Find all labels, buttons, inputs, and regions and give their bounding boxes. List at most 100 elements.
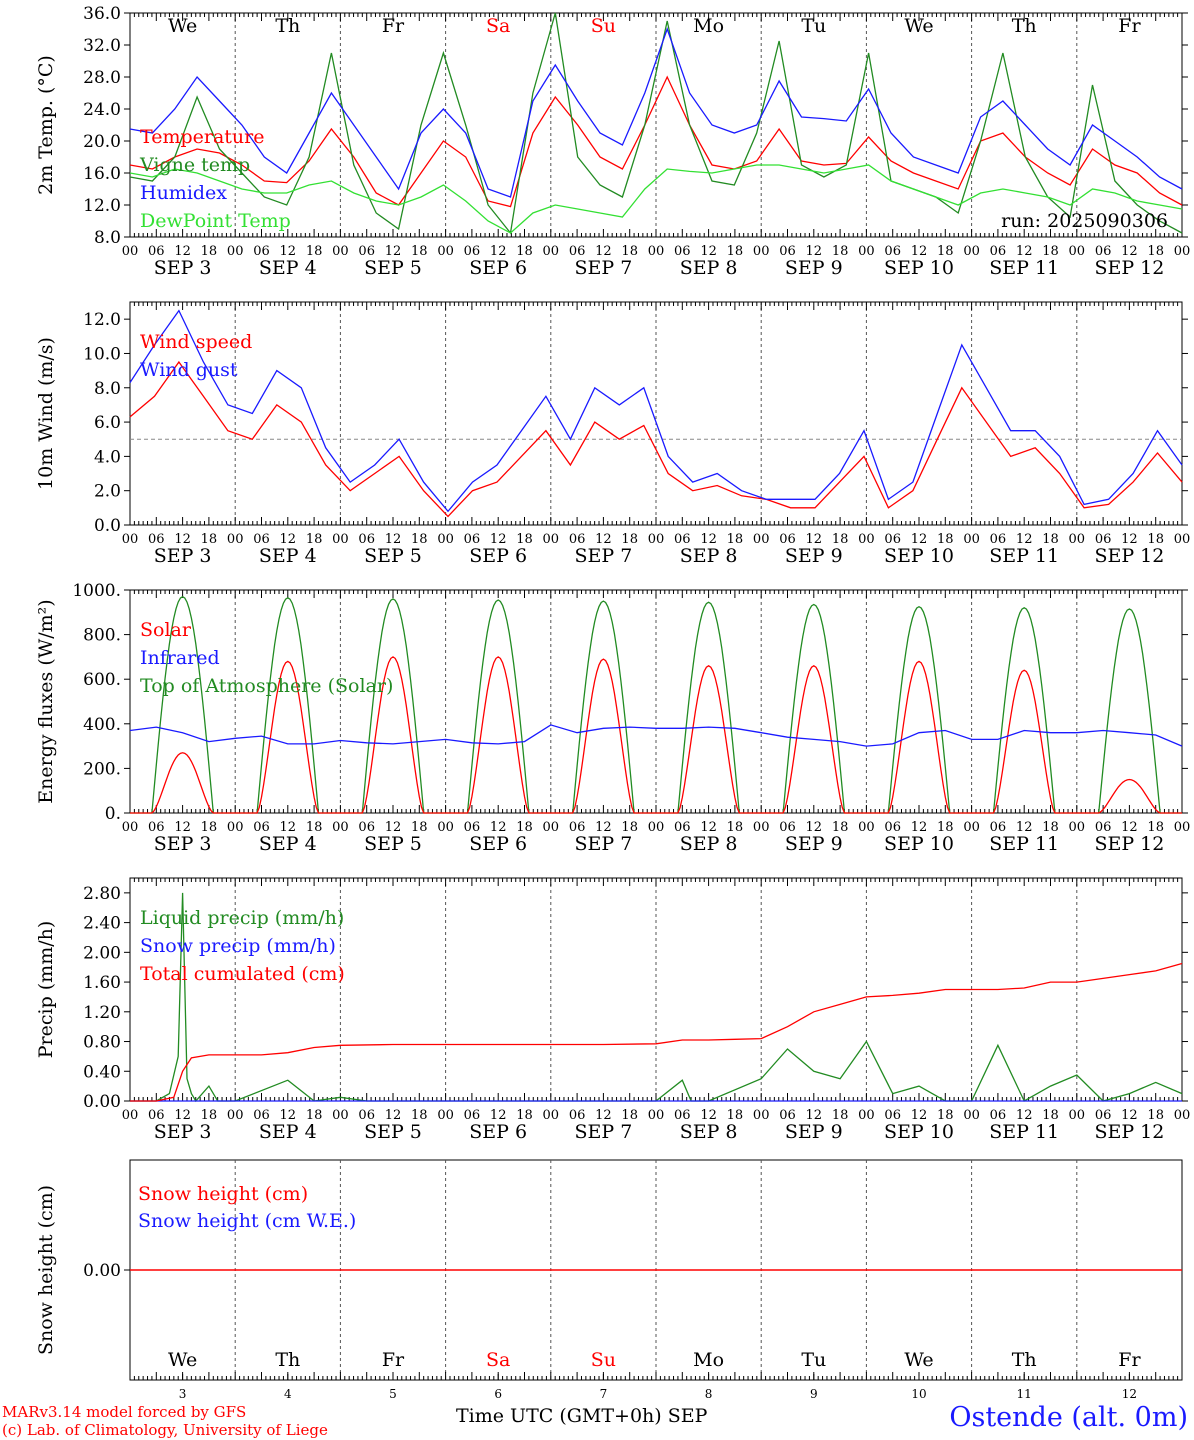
hour-tick-label: 12 [1016,532,1033,547]
hour-tick-label: 12 [385,1108,402,1123]
day-number-label: 6 [494,1387,502,1401]
date-label: SEP 12 [1094,257,1164,279]
hour-tick-label: 12 [595,820,612,835]
y-tick-label: 1.20 [83,1003,121,1023]
date-label: SEP 10 [884,545,954,567]
hour-tick-label: 06 [884,532,901,547]
series-line-wind [129,360,1183,518]
legend-entry: Infrared [140,647,220,669]
hour-tick-label: 12 [280,532,297,547]
date-label: SEP 3 [154,545,212,567]
hour-tick-label: 06 [464,820,481,835]
hour-tick-label: 06 [464,1108,481,1123]
hour-tick-label: 00 [963,244,980,259]
hour-tick-label: 06 [990,820,1007,835]
date-label: SEP 10 [884,257,954,279]
series-line-precip [130,962,1183,1102]
series-line-temperature [129,27,1183,198]
hour-tick-label: 18 [201,1108,218,1123]
hour-tick-label: 12 [595,244,612,259]
legend-entry: Snow height (cm) [138,1183,308,1205]
hour-tick-label: 12 [911,532,928,547]
hour-tick-label: 18 [306,1108,323,1123]
hour-tick-label: 00 [332,1108,349,1123]
y-tick-label: 2.40 [83,914,121,934]
hour-tick-label: 18 [516,244,533,259]
hour-tick-label: 00 [753,1108,770,1123]
hour-tick-label: 06 [884,1108,901,1123]
date-label: SEP 3 [154,1121,212,1143]
date-label: SEP 9 [785,833,843,855]
hour-tick-label: 12 [700,1108,717,1123]
run-label: run: 2025090306 [1001,210,1168,232]
hour-tick-label: 06 [990,1108,1007,1123]
hour-tick-label: 00 [1174,244,1191,259]
y-tick-label: 4.0 [94,447,121,467]
day-number-label: 9 [810,1387,818,1401]
hour-tick-label: 06 [358,1108,375,1123]
day-number-label: 11 [1017,1387,1032,1401]
hour-tick-label: 18 [832,532,849,547]
date-label: SEP 4 [259,1121,317,1143]
hour-tick-label: 00 [227,820,244,835]
y-tick-label: 36.0 [83,4,121,24]
hour-tick-label: 12 [700,820,717,835]
date-label: SEP 3 [154,833,212,855]
hour-tick-label: 00 [122,244,139,259]
weekday-label: Mo [693,1349,724,1371]
y-tick-label: 28.0 [83,68,121,88]
hour-tick-label: 12 [280,1108,297,1123]
hour-tick-label: 18 [1042,532,1059,547]
hour-tick-label: 06 [884,244,901,259]
hour-tick-label: 18 [516,532,533,547]
weekday-label: Tu [801,15,826,37]
weekday-label: Tu [801,1349,826,1371]
hour-tick-label: 18 [727,532,744,547]
hour-tick-label: 18 [411,244,428,259]
hour-tick-label: 00 [648,532,665,547]
hour-tick-label: 00 [122,820,139,835]
date-label: SEP 9 [785,1121,843,1143]
hour-tick-label: 12 [1121,820,1138,835]
hour-tick-label: 18 [937,532,954,547]
y-tick-label: 0.40 [83,1062,121,1082]
hour-tick-label: 00 [648,1108,665,1123]
hour-tick-label: 06 [1095,820,1112,835]
hour-tick-label: 06 [148,1108,165,1123]
y-tick-label: 24.0 [83,100,121,120]
legend-entry: Vigne temp [139,154,250,176]
hour-tick-label: 06 [674,532,691,547]
legend-entry: Snow precip (mm/h) [140,935,336,957]
hour-tick-label: 00 [543,532,560,547]
hour-tick-label: 00 [1174,532,1191,547]
hour-tick-label: 06 [990,532,1007,547]
hour-tick-label: 12 [174,244,191,259]
legend-entry: Solar [140,619,192,641]
weekday-label: Fr [382,15,405,37]
hour-tick-label: 18 [411,820,428,835]
day-number-label: 10 [911,1387,926,1401]
hour-tick-label: 18 [621,820,638,835]
y-tick-label: 10.0 [83,344,121,364]
date-label: SEP 5 [364,1121,422,1143]
hour-tick-label: 06 [148,820,165,835]
hour-tick-label: 12 [806,532,823,547]
weekday-label: Su [591,1349,616,1371]
hour-tick-label: 12 [1121,1108,1138,1123]
date-label: SEP 6 [469,545,527,567]
hour-tick-label: 12 [1121,532,1138,547]
hour-tick-label: 06 [674,244,691,259]
legend-entry: Top of Atmosphere (Solar) [140,675,393,697]
hour-tick-label: 06 [148,532,165,547]
hour-tick-label: 06 [358,244,375,259]
hour-tick-label: 06 [569,820,586,835]
hour-tick-label: 18 [832,244,849,259]
y-tick-label: 2.80 [83,884,121,904]
hour-tick-label: 12 [280,820,297,835]
hour-tick-label: 00 [648,820,665,835]
legend-entry: Wind speed [140,331,252,353]
date-label: SEP 10 [884,1121,954,1143]
hour-tick-label: 00 [543,1108,560,1123]
hour-tick-label: 00 [437,1108,454,1123]
hour-tick-label: 18 [832,820,849,835]
